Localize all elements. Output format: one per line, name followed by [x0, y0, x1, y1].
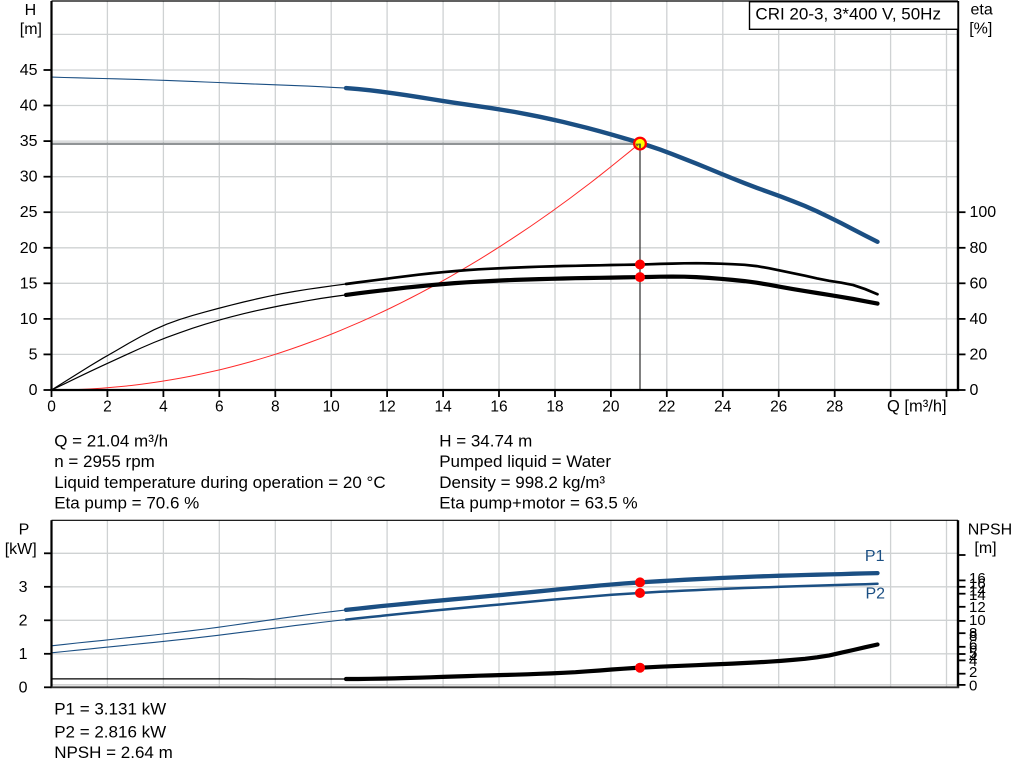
svg-text:Q = 21.04 m³/h: Q = 21.04 m³/h [54, 431, 168, 450]
svg-text:CRI 20-3, 3*400 V, 50Hz: CRI 20-3, 3*400 V, 50Hz [755, 4, 941, 23]
svg-text:P1 = 3.131 kW: P1 = 3.131 kW [54, 700, 166, 719]
svg-text:6: 6 [969, 636, 977, 653]
svg-text:20: 20 [970, 346, 988, 363]
svg-text:[%]: [%] [969, 20, 992, 37]
svg-text:5: 5 [969, 645, 977, 662]
svg-text:6: 6 [215, 398, 224, 415]
svg-text:0: 0 [969, 677, 977, 694]
svg-text:[kW]: [kW] [5, 541, 37, 558]
svg-text:0: 0 [29, 382, 38, 399]
svg-text:40: 40 [20, 98, 38, 115]
svg-text:1: 1 [19, 646, 28, 663]
svg-text:n = 2955 rpm: n = 2955 rpm [54, 452, 155, 471]
svg-text:80: 80 [970, 240, 988, 257]
svg-text:25: 25 [20, 204, 38, 221]
svg-text:40: 40 [970, 311, 988, 328]
svg-text:NPSH: NPSH [968, 522, 1012, 539]
svg-text:100: 100 [970, 204, 997, 221]
svg-text:15: 15 [20, 275, 38, 292]
svg-text:[m]: [m] [974, 540, 996, 557]
svg-text:10: 10 [323, 398, 341, 415]
svg-text:16: 16 [490, 398, 507, 415]
svg-text:16: 16 [969, 575, 986, 592]
svg-text:NPSH = 2.64 m: NPSH = 2.64 m [54, 743, 173, 762]
svg-text:Q [m³/h]: Q [m³/h] [887, 398, 947, 416]
svg-text:P2: P2 [866, 585, 886, 602]
svg-text:P2 = 2.816 kW: P2 = 2.816 kW [54, 722, 166, 741]
svg-text:Pumped liquid = Water: Pumped liquid = Water [439, 452, 611, 471]
svg-text:Eta pump+motor = 63.5 %: Eta pump+motor = 63.5 % [439, 494, 637, 513]
svg-text:12: 12 [378, 398, 395, 415]
svg-text:20: 20 [20, 240, 38, 257]
svg-text:4: 4 [969, 650, 977, 667]
svg-text:12: 12 [969, 599, 986, 616]
svg-text:60: 60 [970, 275, 988, 292]
svg-text:4: 4 [159, 398, 168, 415]
svg-text:H: H [25, 2, 37, 19]
svg-text:28: 28 [826, 398, 843, 415]
svg-text:2: 2 [103, 398, 112, 415]
svg-text:45: 45 [20, 62, 38, 79]
svg-text:Density = 998.2 kg/m³: Density = 998.2 kg/m³ [439, 473, 605, 492]
svg-text:2: 2 [19, 612, 28, 629]
svg-text:[m]: [m] [20, 21, 42, 38]
svg-text:0: 0 [19, 679, 28, 696]
svg-text:4: 4 [969, 653, 977, 670]
svg-text:16: 16 [969, 570, 986, 587]
svg-text:8: 8 [969, 628, 977, 645]
svg-text:10: 10 [969, 612, 986, 629]
svg-text:Liquid temperature during oper: Liquid temperature during operation = 20… [54, 473, 385, 492]
svg-text:8: 8 [271, 398, 280, 415]
svg-text:10: 10 [20, 311, 38, 328]
svg-text:0: 0 [47, 398, 56, 415]
svg-text:3: 3 [19, 579, 28, 596]
svg-text:22: 22 [658, 398, 675, 415]
svg-text:14: 14 [434, 398, 452, 415]
svg-text:eta: eta [971, 1, 993, 18]
svg-text:5: 5 [29, 346, 38, 363]
svg-text:14: 14 [969, 582, 986, 599]
svg-text:18: 18 [546, 398, 563, 415]
svg-text:2: 2 [969, 664, 977, 681]
svg-text:P1: P1 [865, 548, 885, 565]
svg-text:26: 26 [770, 398, 787, 415]
svg-text:35: 35 [20, 133, 38, 150]
svg-text:30: 30 [20, 169, 38, 186]
svg-text:H = 34.74 m: H = 34.74 m [439, 431, 532, 450]
svg-text:8: 8 [969, 625, 977, 642]
svg-text:20: 20 [602, 398, 620, 415]
svg-text:Eta pump = 70.6 %: Eta pump = 70.6 % [54, 494, 199, 513]
svg-text:6: 6 [969, 640, 977, 657]
svg-text:P: P [19, 522, 30, 539]
svg-text:0: 0 [970, 382, 979, 399]
svg-text:24: 24 [714, 398, 732, 415]
svg-text:14: 14 [969, 587, 986, 604]
